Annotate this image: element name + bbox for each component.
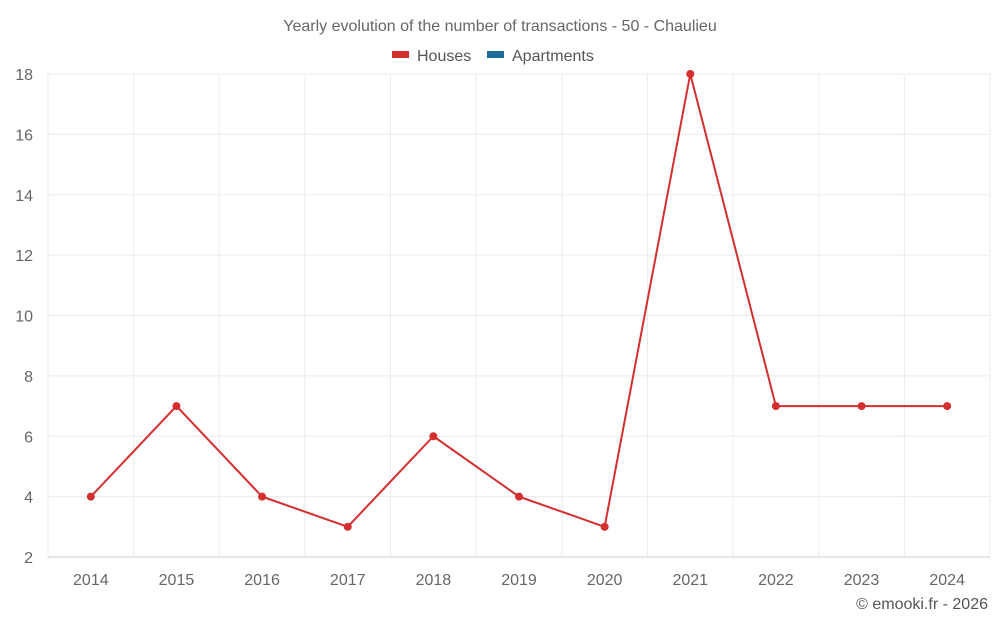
legend-swatch xyxy=(487,51,504,58)
y-axis-ticks: 2 4 6 8 10 12 14 16 18 xyxy=(15,67,33,567)
y-tick-label: 10 xyxy=(15,309,33,326)
data-point[interactable] xyxy=(258,492,267,501)
data-point[interactable] xyxy=(600,522,609,531)
data-point[interactable] xyxy=(771,402,780,411)
data-point[interactable] xyxy=(943,402,952,411)
data-point[interactable] xyxy=(172,402,181,411)
y-tick-label: 14 xyxy=(15,188,33,205)
y-tick-label: 6 xyxy=(24,429,33,446)
x-tick-label: 2022 xyxy=(758,572,794,589)
y-tick-label: 16 xyxy=(15,127,33,144)
x-tick-label: 2015 xyxy=(159,572,195,589)
x-tick-label: 2021 xyxy=(672,572,708,589)
data-point[interactable] xyxy=(686,70,695,78)
x-tick-label: 2014 xyxy=(73,572,109,589)
data-point[interactable] xyxy=(429,432,438,441)
credit-text: © emooki.fr - 2026 xyxy=(856,596,988,613)
legend-swatch xyxy=(392,51,409,58)
x-tick-label: 2016 xyxy=(244,572,280,589)
x-tick-label: 2024 xyxy=(929,572,965,589)
x-tick-label: 2023 xyxy=(844,572,880,589)
series-houses xyxy=(86,70,952,531)
legend-label: Apartments xyxy=(512,48,594,65)
legend-item-houses[interactable]: Houses xyxy=(392,48,471,65)
y-tick-label: 18 xyxy=(15,67,33,84)
x-tick-label: 2018 xyxy=(416,572,452,589)
x-tick-label: 2020 xyxy=(587,572,623,589)
legend-item-apartments[interactable]: Apartments xyxy=(487,48,594,65)
data-point[interactable] xyxy=(515,492,523,501)
data-point[interactable] xyxy=(86,492,95,501)
y-tick-label: 2 xyxy=(24,550,33,567)
legend-label: Houses xyxy=(417,48,471,65)
x-axis-ticks: 2014 2015 2016 2017 2018 2019 2020 2021 2022 2023… xyxy=(73,572,965,589)
x-tick-label: 2019 xyxy=(501,572,537,589)
y-tick-label: 8 xyxy=(24,369,33,386)
x-tick-label: 2017 xyxy=(330,572,366,589)
series-layer xyxy=(86,70,952,531)
legend: Houses Apartments xyxy=(392,48,594,65)
data-point[interactable] xyxy=(343,522,352,531)
y-tick-label: 12 xyxy=(15,248,33,265)
grid xyxy=(47,73,991,558)
y-tick-label: 4 xyxy=(24,490,33,507)
data-point[interactable] xyxy=(857,402,866,411)
chart-title: Yearly evolution of the number of transa… xyxy=(283,18,716,35)
